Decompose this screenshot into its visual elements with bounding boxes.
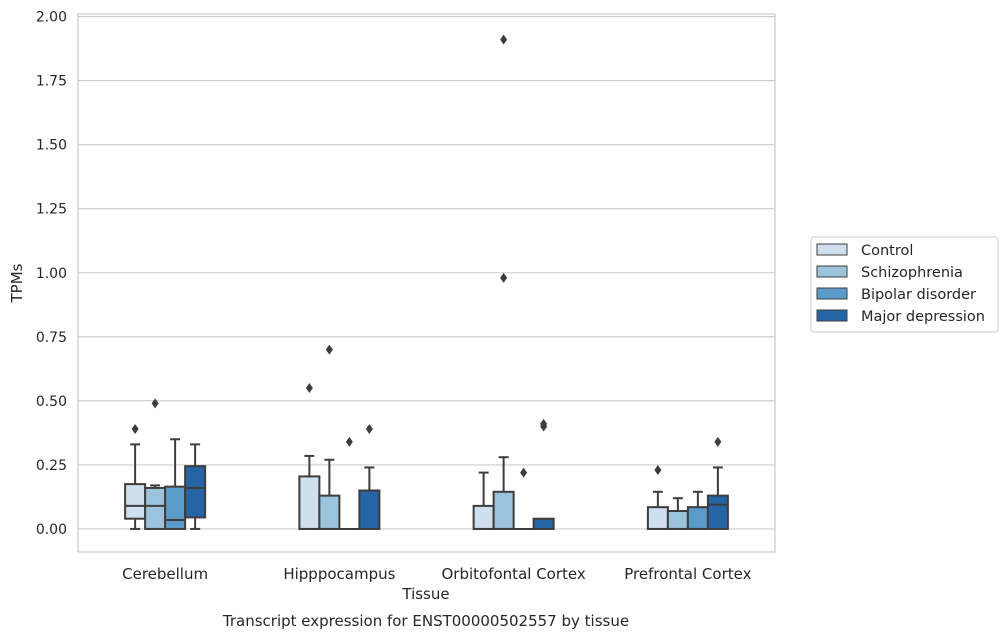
box-body bbox=[164, 485, 187, 530]
y-tick-label: 1.75 bbox=[36, 74, 67, 90]
legend: Control Schizophrenia Bipolar disorder Majo… bbox=[810, 236, 999, 333]
legend-label: Schizophrenia bbox=[861, 265, 963, 281]
outlier-point bbox=[345, 436, 353, 447]
box-2-3 bbox=[686, 490, 709, 530]
outlier-point bbox=[325, 344, 333, 355]
y-tick-label: 0.50 bbox=[36, 394, 67, 410]
y-tick-labels: 0.00 0.25 0.50 0.75 1.00 1.25 1.50 1.75 2.00 bbox=[36, 10, 67, 538]
box-body bbox=[472, 504, 495, 530]
box-2-1 bbox=[339, 436, 360, 530]
outlier-point bbox=[540, 418, 548, 429]
legend-frame bbox=[810, 236, 999, 333]
x-tick-labels: Cerebellum Hipppocampus Orbitofontal Corte… bbox=[122, 565, 751, 583]
y-axis-label: TPMs bbox=[8, 263, 26, 303]
box-2-0 bbox=[164, 438, 187, 530]
box-body bbox=[666, 510, 689, 530]
box-body bbox=[646, 506, 669, 530]
box-body bbox=[358, 489, 381, 530]
box-body bbox=[124, 483, 147, 520]
legend-label: Major depression bbox=[861, 309, 985, 325]
y-tick-label: 0.75 bbox=[36, 330, 67, 346]
box-2-2 bbox=[513, 467, 534, 530]
box-body bbox=[184, 465, 207, 519]
legend-swatch bbox=[816, 309, 848, 322]
outlier-point bbox=[500, 272, 508, 283]
y-tick-label: 1.50 bbox=[36, 138, 67, 154]
box-0-3 bbox=[646, 465, 669, 530]
legend-swatch bbox=[816, 243, 848, 256]
legend-label: Control bbox=[861, 243, 913, 259]
x-tick-label: Prefrontal Cortex bbox=[624, 565, 751, 583]
box-body bbox=[492, 490, 515, 530]
outlier-point bbox=[131, 424, 139, 435]
chart-caption: Transcript expression for ENST0000050255… bbox=[222, 612, 629, 630]
box-0-1 bbox=[298, 383, 321, 530]
outlier-point bbox=[520, 467, 528, 478]
y-tick-label: 0.25 bbox=[36, 458, 67, 474]
outlier-point bbox=[151, 398, 159, 409]
outlier-point bbox=[500, 34, 508, 45]
box-3-0 bbox=[184, 443, 207, 530]
box-1-1 bbox=[318, 344, 341, 530]
x-tick-label: Cerebellum bbox=[122, 565, 208, 583]
box-1-2 bbox=[492, 34, 515, 530]
outlier-point bbox=[305, 383, 313, 394]
grid-lines bbox=[78, 16, 775, 530]
box-3-1 bbox=[358, 424, 381, 530]
box-3-2 bbox=[532, 418, 555, 530]
legend-swatch bbox=[816, 265, 848, 278]
y-tick-label: 1.00 bbox=[36, 266, 67, 282]
box-body bbox=[532, 517, 555, 530]
x-tick-label: Orbitofontal Cortex bbox=[442, 565, 586, 583]
box-body bbox=[686, 506, 709, 530]
x-axis-label: Tissue bbox=[401, 585, 449, 603]
box-3-3 bbox=[706, 436, 729, 530]
box-body bbox=[298, 475, 321, 530]
y-tick-label: 0.00 bbox=[36, 522, 67, 538]
legend-swatch bbox=[816, 287, 848, 300]
box-body bbox=[706, 494, 729, 530]
box-0-2 bbox=[472, 471, 495, 530]
box-plot-series bbox=[124, 34, 729, 530]
box-body bbox=[318, 494, 341, 530]
x-tick-label: Hipppocampus bbox=[283, 565, 395, 583]
y-tick-label: 1.25 bbox=[36, 202, 67, 218]
box-1-3 bbox=[666, 497, 689, 530]
box-1-0 bbox=[144, 398, 167, 530]
legend-label: Bipolar disorder bbox=[861, 287, 976, 303]
outlier-point bbox=[714, 436, 722, 447]
box-body bbox=[144, 486, 167, 530]
outlier-point bbox=[365, 424, 373, 435]
y-tick-label: 2.00 bbox=[36, 10, 67, 26]
box-0-0 bbox=[124, 424, 147, 530]
outlier-point bbox=[654, 465, 662, 476]
plot-frame bbox=[77, 13, 776, 553]
legend-items: Control Schizophrenia Bipolar disorder Majo… bbox=[816, 243, 985, 325]
